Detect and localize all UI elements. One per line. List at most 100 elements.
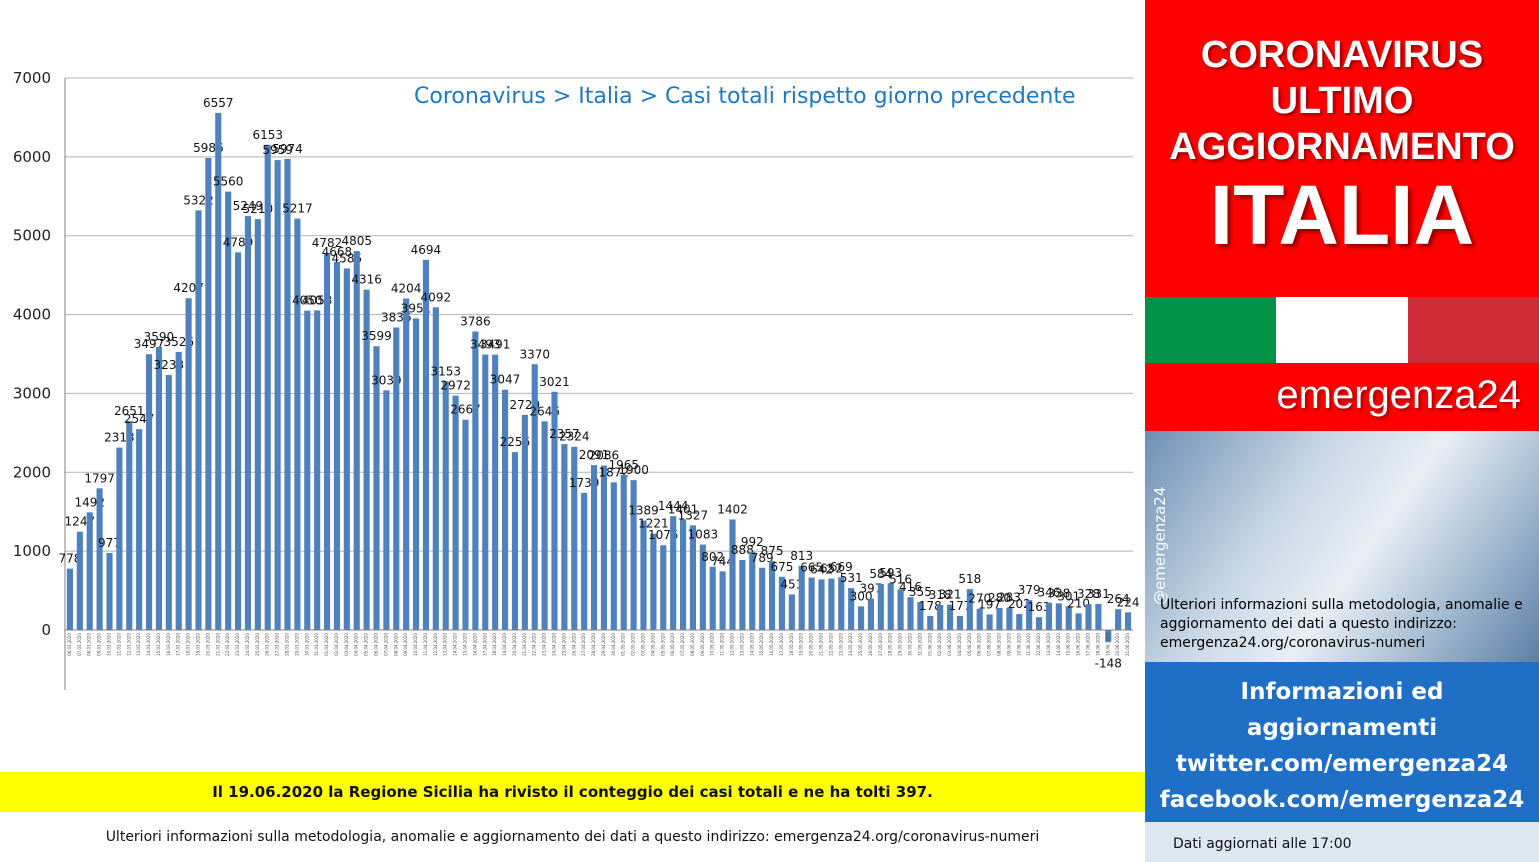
twitter-link[interactable]: twitter.com/emergenza24 [1175, 751, 1509, 777]
data-label: 4668 [322, 245, 353, 259]
bar [590, 465, 598, 630]
data-label: 1389 [628, 503, 659, 517]
data-label: 1797 [84, 471, 115, 485]
updated-text: Dati aggiornati alle 17:00 [1173, 836, 1352, 852]
data-label: 2086 [589, 449, 620, 463]
x-tick-label: 06.03.2020 [67, 633, 72, 656]
note-text: Il 19.06.2020 la Regione Sicilia ha rivi… [212, 783, 933, 801]
x-tick-label: 10.05.2020 [710, 633, 715, 656]
x-tick-label: 29.03.2020 [294, 633, 299, 656]
x-tick-label: 27.04.2020 [581, 633, 586, 656]
bar [838, 577, 845, 630]
data-label: 451 [780, 577, 803, 591]
bar [808, 577, 815, 630]
bar [798, 565, 805, 630]
data-label: 1221 [638, 517, 669, 531]
x-tick-label: 23.04.2020 [542, 633, 547, 656]
y-tick-label: 1000 [13, 542, 51, 560]
data-label: 163 [1028, 600, 1051, 614]
x-tick-label: 20.05.2020 [809, 633, 814, 656]
x-tick-label: 14.06.2020 [1056, 633, 1061, 656]
x-tick-label: 04.05.2020 [650, 633, 655, 656]
y-tick-label: 2000 [13, 463, 51, 481]
x-tick-label: 09.06.2020 [1006, 633, 1011, 656]
bar [531, 364, 538, 630]
bar [195, 210, 202, 631]
data-label: 5217 [282, 202, 313, 216]
x-tick-label: 13.03.2020 [136, 633, 141, 656]
x-tick-label: 31.05.2020 [917, 633, 922, 656]
bar [175, 351, 182, 630]
data-label: 4694 [411, 243, 442, 257]
bar [155, 346, 163, 630]
x-tick-label: 19.06.2020 [1105, 633, 1110, 656]
data-label: 675 [770, 560, 793, 574]
bar [660, 545, 667, 630]
x-tick-label: 07.03.2020 [77, 633, 82, 656]
data-label: 992 [741, 535, 764, 549]
bar [482, 354, 489, 630]
bar [1115, 609, 1122, 630]
data-label: 977 [98, 536, 121, 550]
footer-text: Ulteriori informazioni sulla metodologia… [105, 829, 1040, 845]
data-label: 270 [968, 592, 991, 606]
x-tick-label: 10.03.2020 [107, 633, 112, 656]
bar [630, 480, 637, 630]
data-label: -148 [1095, 657, 1122, 671]
y-tick-label: 6000 [13, 148, 51, 166]
x-tick-label: 18.06.2020 [1095, 633, 1100, 656]
x-tick-label: 15.03.2020 [156, 633, 161, 656]
x-tick-label: 21.06.2020 [1125, 633, 1130, 656]
bar [937, 604, 944, 630]
x-tick-label: 24.04.2020 [552, 633, 557, 656]
x-tick-label: 07.04.2020 [383, 633, 388, 656]
x-tick-label: 03.06.2020 [947, 633, 952, 656]
x-tick-label: 20.06.2020 [1115, 633, 1120, 656]
data-label: 2972 [440, 379, 471, 393]
data-label: 202 [1008, 597, 1031, 611]
bar [215, 112, 222, 630]
x-tick-label: 08.03.2020 [87, 633, 92, 656]
bar [749, 551, 756, 630]
data-label: 346 [1037, 586, 1060, 600]
data-label: 338 [1047, 586, 1070, 600]
photo-panel: @emergenza24 Ulteriori informazioni sull… [1145, 431, 1539, 662]
x-tick-label: 26.03.2020 [265, 633, 270, 656]
x-tick-label: 21.03.2020 [215, 633, 220, 656]
bar [828, 578, 835, 630]
data-label: 1401 [668, 503, 699, 517]
x-tick-label: 23.03.2020 [235, 633, 240, 656]
bar [917, 602, 924, 630]
x-tick-label: 05.06.2020 [967, 633, 972, 656]
bar [314, 310, 321, 630]
data-label: 5959 [262, 143, 293, 157]
data-label: 318 [929, 588, 952, 602]
data-label: 5560 [213, 175, 244, 189]
bar [679, 519, 687, 630]
data-label: 3021 [539, 375, 570, 389]
bar [709, 566, 716, 630]
bar [946, 604, 954, 630]
x-tick-label: 27.05.2020 [878, 633, 883, 656]
bar [511, 452, 519, 630]
data-label: 397 [859, 582, 882, 596]
bar [1105, 630, 1112, 642]
bar [1085, 604, 1092, 630]
bar [581, 492, 588, 630]
flag-white-stripe [1276, 297, 1408, 363]
country-title: ITALIA [1209, 168, 1475, 262]
bar [225, 191, 232, 630]
facebook-link[interactable]: facebook.com/emergenza24 [1159, 787, 1525, 813]
data-label: 5249 [233, 199, 264, 213]
data-label: 1900 [618, 463, 649, 477]
data-label: 665 [800, 561, 823, 575]
x-tick-label: 14.03.2020 [146, 633, 151, 656]
headline-panel: CORONAVIRUS ULTIMO AGGIORNAMENTO ITALIA [1145, 0, 1539, 297]
bar [966, 589, 973, 630]
x-tick-label: 09.03.2020 [97, 633, 102, 656]
bar [432, 307, 439, 630]
data-label: 6153 [252, 128, 283, 142]
bar [452, 395, 459, 630]
x-tick-label: 12.03.2020 [126, 633, 131, 656]
x-tick-label: 08.05.2020 [690, 633, 695, 656]
